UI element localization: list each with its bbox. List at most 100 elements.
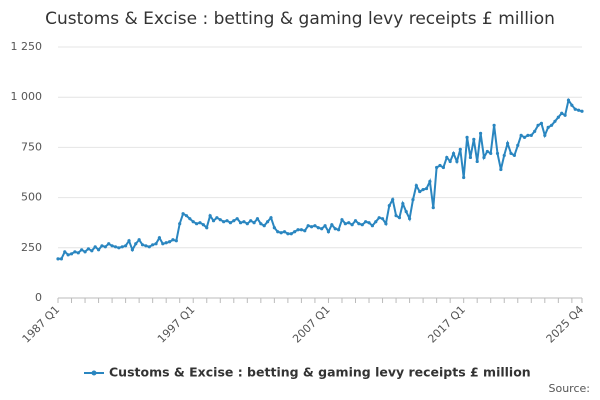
point	[353, 219, 358, 223]
point	[110, 244, 114, 248]
point	[519, 133, 523, 137]
point	[157, 236, 162, 240]
point	[407, 217, 412, 221]
point	[120, 245, 124, 249]
point	[367, 221, 371, 225]
y-tick-label: 1 250	[11, 40, 43, 53]
point	[296, 228, 300, 232]
point	[266, 220, 270, 224]
point	[222, 220, 226, 224]
point	[512, 153, 516, 158]
point	[465, 135, 469, 139]
point	[289, 232, 293, 236]
point	[178, 222, 182, 226]
legend-label: Customs & Excise : betting & gaming levy…	[109, 365, 531, 380]
point	[401, 202, 405, 206]
point	[539, 121, 544, 125]
point	[418, 189, 422, 194]
y-tick-label: 1 000	[11, 90, 43, 103]
point	[313, 224, 317, 228]
point	[113, 245, 118, 249]
point	[137, 238, 141, 242]
point	[492, 123, 496, 127]
point	[502, 153, 506, 158]
point	[478, 131, 483, 135]
point	[438, 163, 442, 168]
point	[529, 133, 533, 137]
point	[563, 113, 567, 117]
point	[435, 165, 439, 170]
point	[174, 239, 178, 243]
point	[107, 242, 111, 246]
point	[69, 252, 74, 256]
point	[468, 155, 473, 160]
point	[387, 204, 391, 208]
point	[448, 159, 452, 164]
point	[86, 247, 91, 251]
point	[181, 212, 185, 216]
point	[205, 226, 209, 230]
point	[117, 246, 121, 250]
point	[303, 229, 307, 233]
point	[462, 175, 466, 180]
point	[421, 187, 425, 192]
point	[151, 243, 155, 247]
point	[103, 245, 107, 249]
point	[215, 216, 219, 220]
point	[195, 222, 199, 226]
point	[350, 223, 354, 227]
point	[509, 151, 513, 156]
point	[191, 220, 195, 224]
point	[320, 227, 324, 231]
point	[522, 135, 527, 139]
point	[414, 183, 418, 188]
point	[262, 224, 266, 228]
x-tick-label: 2017 Q1	[425, 303, 468, 346]
point	[218, 218, 222, 222]
point	[445, 155, 449, 160]
point	[167, 240, 172, 244]
point	[269, 216, 273, 220]
y-tick-label: 0	[35, 291, 42, 304]
point	[83, 250, 87, 254]
point	[384, 222, 388, 226]
point	[259, 222, 263, 226]
point	[347, 221, 351, 225]
point	[238, 221, 243, 225]
point	[357, 222, 361, 226]
point	[533, 129, 537, 133]
legend-marker	[91, 370, 97, 376]
point	[56, 257, 60, 261]
point	[208, 214, 212, 218]
point	[245, 222, 249, 226]
point	[293, 230, 297, 234]
point	[516, 143, 520, 147]
x-tick-label: 1997 Q1	[155, 303, 198, 346]
point	[164, 241, 168, 245]
point	[63, 250, 67, 254]
point	[556, 115, 560, 119]
point	[549, 123, 554, 127]
point	[161, 242, 165, 246]
point	[495, 151, 500, 156]
point	[441, 165, 445, 170]
point	[499, 167, 503, 172]
point	[127, 239, 131, 243]
y-tick-label: 750	[21, 140, 42, 153]
point	[201, 223, 205, 227]
point	[566, 98, 571, 102]
point	[553, 119, 557, 123]
point	[451, 151, 456, 156]
series-line	[58, 97, 583, 260]
point	[147, 245, 151, 249]
point	[374, 220, 378, 224]
point	[431, 206, 435, 210]
point	[134, 242, 138, 246]
point	[428, 179, 432, 184]
point	[286, 232, 290, 236]
point	[93, 245, 97, 249]
point	[570, 103, 574, 107]
point	[397, 216, 402, 220]
point	[455, 159, 459, 164]
